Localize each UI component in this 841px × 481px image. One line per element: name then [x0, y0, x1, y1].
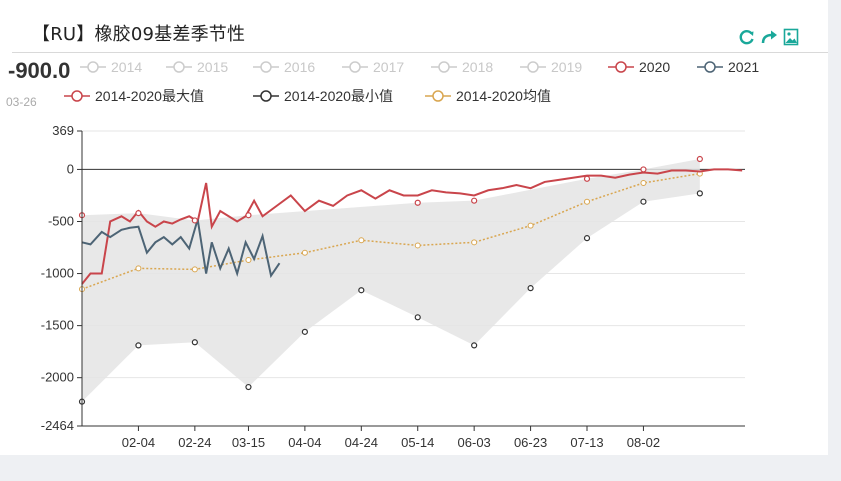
mean-point [135, 265, 142, 272]
legend-label: 2014-2020最大值 [95, 88, 204, 104]
y-tick-label: -1000 [41, 266, 74, 281]
series-mean-line [81, 172, 700, 290]
legend-marker [260, 61, 272, 73]
min-point [358, 287, 365, 294]
legend-label: 2014-2020均值 [456, 88, 551, 104]
legend-item-2014-2020最大值[interactable]: 2014-2020最大值 [64, 88, 204, 104]
min-point [191, 339, 198, 346]
cursor-date-readout: 03-26 [6, 95, 37, 109]
min-point [527, 285, 534, 292]
title-divider [12, 52, 828, 53]
legend-marker [260, 90, 272, 102]
x-tick-label: 04-24 [345, 435, 378, 450]
legend-label: 2014-2020最小值 [284, 88, 393, 104]
legend-label: 2018 [462, 59, 493, 75]
y-tick-label: 0 [67, 161, 74, 176]
mean-point [471, 239, 478, 246]
min-point [135, 342, 142, 349]
legend-item-2014-2020最小值[interactable]: 2014-2020最小值 [253, 88, 393, 104]
x-tick-label: 08-02 [627, 435, 660, 450]
legend-item-2018[interactable]: 2018 [431, 59, 493, 75]
x-tick-label: 07-13 [570, 435, 603, 450]
legend-item-2016[interactable]: 2016 [253, 59, 315, 75]
x-tick-label: 06-23 [514, 435, 547, 450]
legend-label: 2019 [551, 59, 582, 75]
legend-label: 2021 [728, 59, 759, 75]
max-point [135, 210, 142, 217]
mean-point [245, 257, 252, 264]
legend-marker [349, 61, 361, 73]
mean-point [414, 242, 421, 249]
legend-marker [173, 61, 185, 73]
legend-label: 2016 [284, 59, 315, 75]
max-point [640, 166, 647, 173]
legend-label: 2017 [373, 59, 404, 75]
min-point [245, 383, 252, 391]
legend-marker [527, 61, 539, 73]
max-point [414, 199, 421, 206]
legend-item-2014-2020均值[interactable]: 2014-2020均值 [425, 88, 551, 104]
min-point [640, 198, 647, 205]
min-point [414, 314, 421, 321]
series-2020-line [81, 168, 743, 285]
legend-item-2014[interactable]: 2014 [80, 59, 142, 75]
legend-label: 2020 [639, 59, 670, 75]
legend-item-2015[interactable]: 2015 [166, 59, 228, 75]
legend-label: 2014 [111, 59, 142, 75]
y-tick-label: -1500 [41, 318, 74, 333]
legend: 2014 2015 2016 2017 2018 2019 2020 2021 2014-202… [64, 59, 759, 104]
legend-marker [438, 61, 450, 73]
x-tick-label: 02-24 [178, 435, 211, 450]
y-tick-label: -500 [48, 213, 74, 228]
axes: 369 0 -500 -1000 -1500 -2000 -2464 02-04 02-24 03… [41, 123, 745, 450]
refresh-icon[interactable] [738, 28, 756, 46]
legend-item-2020[interactable]: 2020 [608, 59, 670, 75]
series-lines [78, 155, 743, 405]
y-tick-label: -2000 [41, 370, 74, 385]
legend-marker [615, 61, 627, 73]
save-image-icon[interactable] [782, 28, 800, 46]
legend-marker [87, 61, 99, 73]
x-tick-label: 06-03 [458, 435, 491, 450]
max-point [191, 217, 198, 224]
mean-point [640, 179, 647, 186]
max-point [471, 197, 478, 204]
min-point [301, 328, 308, 335]
mean-point [527, 222, 534, 229]
cursor-value-readout: -900.0 [8, 58, 71, 83]
x-tick-label: 02-04 [122, 435, 155, 450]
y-tick-label: 369 [52, 123, 74, 138]
min-point [471, 342, 478, 349]
y-tick-label: -2464 [41, 418, 74, 433]
mean-point [191, 266, 198, 273]
series-2021-line [81, 219, 281, 279]
legend-marker [432, 90, 444, 102]
legend-marker [704, 61, 716, 73]
share-icon[interactable] [760, 28, 778, 46]
mean-point [358, 237, 365, 244]
legend-marker [71, 90, 83, 102]
max-point [583, 175, 591, 182]
max-point [696, 155, 703, 163]
legend-item-2019[interactable]: 2019 [520, 59, 582, 75]
chart-title: 【RU】橡胶09基差季节性 [32, 24, 246, 45]
x-tick-label: 03-15 [232, 435, 265, 450]
x-tick-label: 04-04 [288, 435, 321, 450]
legend-item-2017[interactable]: 2017 [342, 59, 404, 75]
mean-point [301, 249, 308, 256]
toolbox [738, 28, 800, 46]
min-point [583, 235, 591, 242]
mean-point [584, 198, 591, 205]
legend-label: 2015 [197, 59, 228, 75]
min-point [696, 190, 703, 197]
max-point [245, 212, 252, 219]
x-tick-label: 05-14 [401, 435, 434, 450]
legend-item-2021[interactable]: 2021 [697, 59, 759, 75]
